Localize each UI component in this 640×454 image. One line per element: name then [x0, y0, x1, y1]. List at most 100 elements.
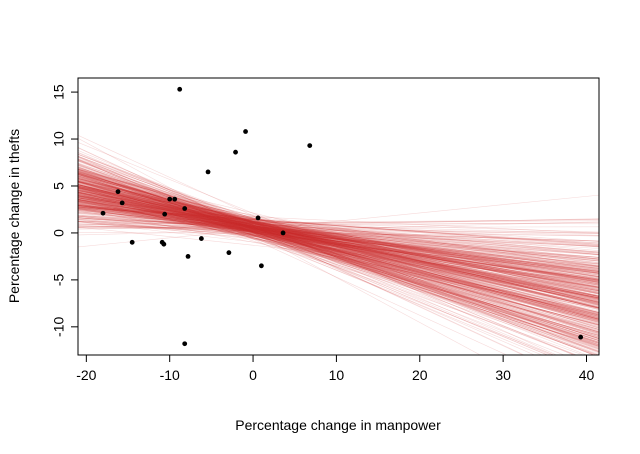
regression-line [78, 176, 599, 333]
regression-line [78, 152, 577, 355]
y-tick-label: -10 [51, 316, 67, 336]
regression-line [78, 156, 599, 353]
regression-line [78, 191, 599, 299]
regression-line [78, 180, 599, 308]
regression-line [78, 166, 578, 355]
regression-line [78, 195, 599, 300]
regression-line [78, 177, 599, 341]
regression-line [78, 209, 599, 267]
x-tick-label: 20 [412, 367, 428, 383]
x-tick-label: -10 [160, 367, 180, 383]
regression-line [78, 207, 599, 272]
data-point [167, 196, 173, 202]
regression-line [78, 208, 599, 269]
regression-line [78, 226, 599, 229]
regression-line [78, 176, 599, 330]
regression-line [78, 176, 599, 339]
regression-line [78, 159, 548, 355]
regression-line [78, 171, 599, 304]
regression-line [78, 197, 599, 263]
regression-line [78, 180, 599, 313]
regression-line [78, 196, 599, 271]
regression-line [78, 178, 599, 303]
regression-line [78, 210, 599, 258]
regression-line [78, 168, 555, 355]
regression-line [78, 187, 599, 317]
regression-line [78, 172, 599, 319]
regression-line [78, 207, 599, 263]
regression-line [78, 222, 599, 228]
regression-line [78, 181, 599, 321]
regression-line [78, 169, 599, 320]
regression-line [78, 194, 599, 296]
regression-line [78, 179, 599, 343]
regression-line [78, 168, 599, 325]
regression-line [78, 204, 599, 299]
x-axis-label: Percentage change in manpower [235, 417, 441, 433]
regression-line [78, 171, 599, 333]
regression-line [78, 196, 599, 273]
regression-line [78, 172, 599, 340]
regression-line [78, 188, 599, 305]
regression-line [78, 187, 599, 330]
regression-line [78, 153, 599, 355]
regression-line [78, 181, 599, 318]
regression-line [78, 165, 599, 352]
regression-line [78, 178, 599, 323]
regression-line [78, 211, 599, 273]
regression-line [78, 209, 599, 271]
x-tick-label: 30 [495, 367, 511, 383]
regression-line [78, 215, 599, 274]
regression-line [78, 174, 599, 316]
regression-line [78, 212, 599, 255]
regression-line [78, 183, 599, 337]
regression-line [78, 181, 599, 322]
regression-line [78, 194, 599, 278]
regression-line [78, 202, 599, 303]
regression-line [78, 185, 599, 322]
regression-line [78, 187, 599, 291]
regression-line [78, 167, 599, 339]
data-point [205, 169, 211, 175]
data-point [307, 143, 313, 149]
regression-line [78, 222, 599, 262]
regression-line [78, 196, 599, 278]
regression-line [78, 170, 599, 339]
regression-line [78, 187, 599, 299]
regression-line [78, 193, 599, 282]
regression-line [78, 198, 599, 275]
regression-line [78, 210, 599, 267]
regression-line [78, 183, 599, 323]
data-point [280, 230, 286, 236]
x-axis: -20 -10 0 10 20 30 40 [76, 354, 594, 383]
regression-line [78, 201, 599, 301]
regression-line [78, 185, 599, 326]
regression-line [78, 215, 599, 274]
regression-line [78, 181, 599, 315]
data-point [182, 206, 188, 211]
data-point [226, 250, 232, 256]
regression-line [78, 184, 599, 336]
regression-line [78, 192, 599, 299]
regression-line [78, 184, 599, 346]
regression-line [78, 209, 599, 270]
regression-line [78, 190, 599, 288]
regression-line [78, 217, 599, 247]
regression-line [78, 191, 599, 295]
data-point [119, 200, 125, 206]
regression-line [78, 196, 599, 266]
regression-line [78, 173, 599, 350]
regression-line [78, 187, 599, 299]
regression-line [78, 168, 599, 343]
regression-line [78, 206, 599, 281]
regression-line [78, 167, 599, 351]
regression-line [78, 186, 599, 283]
regression-line [78, 185, 599, 309]
regression-line [78, 163, 599, 346]
regression-line [78, 191, 599, 288]
regression-line [78, 159, 549, 355]
regression-line [78, 179, 599, 295]
data-point [198, 236, 204, 241]
regression-line [78, 147, 525, 355]
regression-line [78, 169, 599, 329]
